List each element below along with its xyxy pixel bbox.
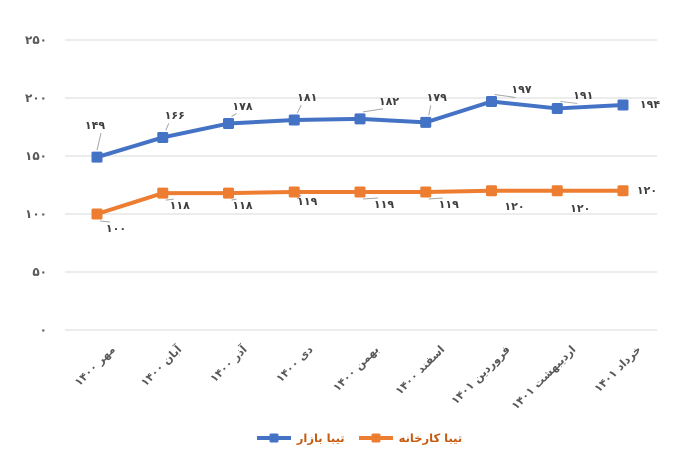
series-1-marker: [354, 186, 366, 198]
series-1-marker: [157, 187, 169, 199]
data-label-leader-line: [165, 123, 170, 131]
data-label-تیبا کارخانه: ۱۲۰: [504, 199, 525, 213]
series-1-marker: [420, 186, 432, 198]
data-label-leader-line: [96, 133, 102, 151]
legend-marker-icon: [358, 433, 393, 443]
y-axis-tick-label: ۲۵۰: [25, 33, 47, 47]
data-label-leader-line: [99, 220, 111, 223]
data-label-تیبا بازار: ۱۸۱: [297, 91, 318, 105]
data-label-leader-line: [560, 100, 578, 104]
data-label-تیبا کارخانه: ۱۰۰: [105, 222, 127, 235]
data-label-leader-line: [428, 197, 443, 200]
series-1-marker: [223, 187, 234, 199]
y-axis-tick-label: ۰: [39, 323, 47, 337]
data-label-leader-line: [428, 105, 432, 116]
legend-label: تیبا کارخانه: [398, 431, 463, 445]
data-label-تیبا کارخانه: ۱۱۸: [169, 199, 190, 213]
series-1-marker: [551, 185, 563, 197]
series-0-marker: [617, 99, 629, 111]
data-label-تیبا بازار: ۱۹۴: [639, 97, 661, 111]
data-label-leader-line: [231, 113, 237, 117]
data-label-تیبا بازار: ۱۷۸: [232, 99, 253, 113]
data-label-leader-line: [362, 197, 379, 200]
data-label-leader-line: [362, 108, 384, 113]
data-label-تیبا کارخانه: ۱۱۹: [297, 194, 318, 208]
legend-marker-icon: [256, 433, 291, 443]
legend-item-0: تیبا بازار: [256, 431, 345, 445]
legend-label: تیبا بازار: [296, 431, 345, 445]
series-0-marker: [91, 151, 103, 163]
legend-item-1: تیبا کارخانه: [358, 431, 463, 445]
series-0-marker: [486, 95, 497, 107]
legend: تیبا بازار تیبا کارخانه: [18, 431, 683, 445]
series-1-marker: [91, 208, 103, 220]
data-label-leader-line: [165, 198, 174, 201]
series-0-marker: [288, 114, 300, 126]
data-label-تیبا کارخانه: ۱۲۰: [636, 183, 658, 197]
data-label-تیبا بازار: ۱۹۱: [573, 89, 594, 103]
data-label-تیبا بازار: ۱۷۹: [426, 91, 447, 105]
series-1-marker: [288, 186, 300, 198]
series-1-marker: [486, 185, 497, 197]
data-label-تیبا کارخانه: ۱۱۹: [373, 197, 395, 211]
series-0-marker: [223, 118, 234, 130]
data-label-leader-line: [494, 93, 516, 98]
data-label-تیبا بازار: ۱۴۹: [84, 119, 106, 133]
series-0-marker: [157, 131, 169, 143]
data-label-تیبا کارخانه: ۱۱۸: [232, 199, 253, 213]
series-0-marker: [420, 116, 432, 128]
data-label-تیبا کارخانه: ۱۱۹: [438, 197, 459, 211]
data-label-تیبا بازار: ۱۶۶: [164, 109, 185, 123]
y-axis-tick-label: ۱۵۰: [25, 149, 47, 163]
data-label-تیبا بازار: ۱۹۷: [511, 83, 532, 97]
data-label-تیبا بازار: ۱۸۲: [378, 94, 400, 108]
y-axis-tick-label: ۲۰۰: [25, 91, 47, 105]
data-label-تیبا کارخانه: ۱۲۰: [570, 201, 591, 215]
series-1-marker: [617, 185, 629, 197]
series-0-marker: [551, 102, 563, 114]
data-label-leader-line: [296, 104, 302, 114]
data-label-leader-line: [231, 198, 237, 201]
y-axis-tick-label: ۵۰: [32, 265, 47, 279]
y-axis-tick-label: ۱۰۰: [25, 207, 47, 221]
series-0-marker: [354, 113, 366, 125]
